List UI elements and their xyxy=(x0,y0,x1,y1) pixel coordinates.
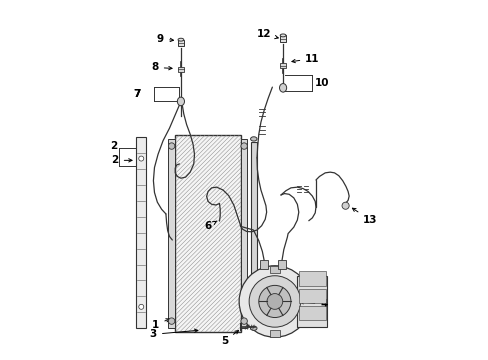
Bar xyxy=(241,139,247,328)
Text: 11: 11 xyxy=(291,54,319,64)
Bar xyxy=(177,67,184,72)
Text: 2: 2 xyxy=(111,156,132,165)
Circle shape xyxy=(239,266,310,337)
Bar xyxy=(178,40,183,46)
Text: 13: 13 xyxy=(352,208,377,225)
Bar xyxy=(168,139,175,328)
Bar xyxy=(136,137,146,328)
Bar xyxy=(250,143,256,325)
Text: 10: 10 xyxy=(315,78,329,88)
Bar xyxy=(277,260,285,269)
Circle shape xyxy=(248,276,300,327)
Circle shape xyxy=(258,285,290,318)
Ellipse shape xyxy=(178,38,183,41)
Ellipse shape xyxy=(250,137,257,141)
Ellipse shape xyxy=(280,34,285,37)
Text: 12: 12 xyxy=(256,29,278,39)
Text: 7: 7 xyxy=(133,89,140,99)
Text: 3: 3 xyxy=(149,329,197,339)
Bar xyxy=(279,63,286,68)
Circle shape xyxy=(241,143,247,149)
Ellipse shape xyxy=(250,326,257,330)
Text: 6: 6 xyxy=(204,221,216,231)
Text: 2: 2 xyxy=(109,141,117,152)
Circle shape xyxy=(139,156,143,161)
Circle shape xyxy=(139,304,143,309)
Ellipse shape xyxy=(279,84,286,92)
Text: 7: 7 xyxy=(133,89,140,99)
Bar xyxy=(298,271,325,286)
Bar xyxy=(280,35,285,42)
Bar xyxy=(269,330,280,337)
Text: 8: 8 xyxy=(151,63,172,72)
Bar xyxy=(175,135,241,332)
Circle shape xyxy=(266,294,282,309)
Bar xyxy=(296,276,326,327)
Circle shape xyxy=(168,318,175,324)
Bar xyxy=(269,266,280,273)
Bar xyxy=(259,260,268,269)
Circle shape xyxy=(168,143,175,149)
Bar xyxy=(298,306,325,320)
Text: 1: 1 xyxy=(152,319,169,330)
Text: 4: 4 xyxy=(300,299,327,309)
Text: 5: 5 xyxy=(221,330,238,346)
Circle shape xyxy=(241,318,247,324)
Circle shape xyxy=(341,202,348,209)
Bar xyxy=(298,289,325,303)
Ellipse shape xyxy=(177,97,184,106)
Text: 9: 9 xyxy=(157,34,173,44)
